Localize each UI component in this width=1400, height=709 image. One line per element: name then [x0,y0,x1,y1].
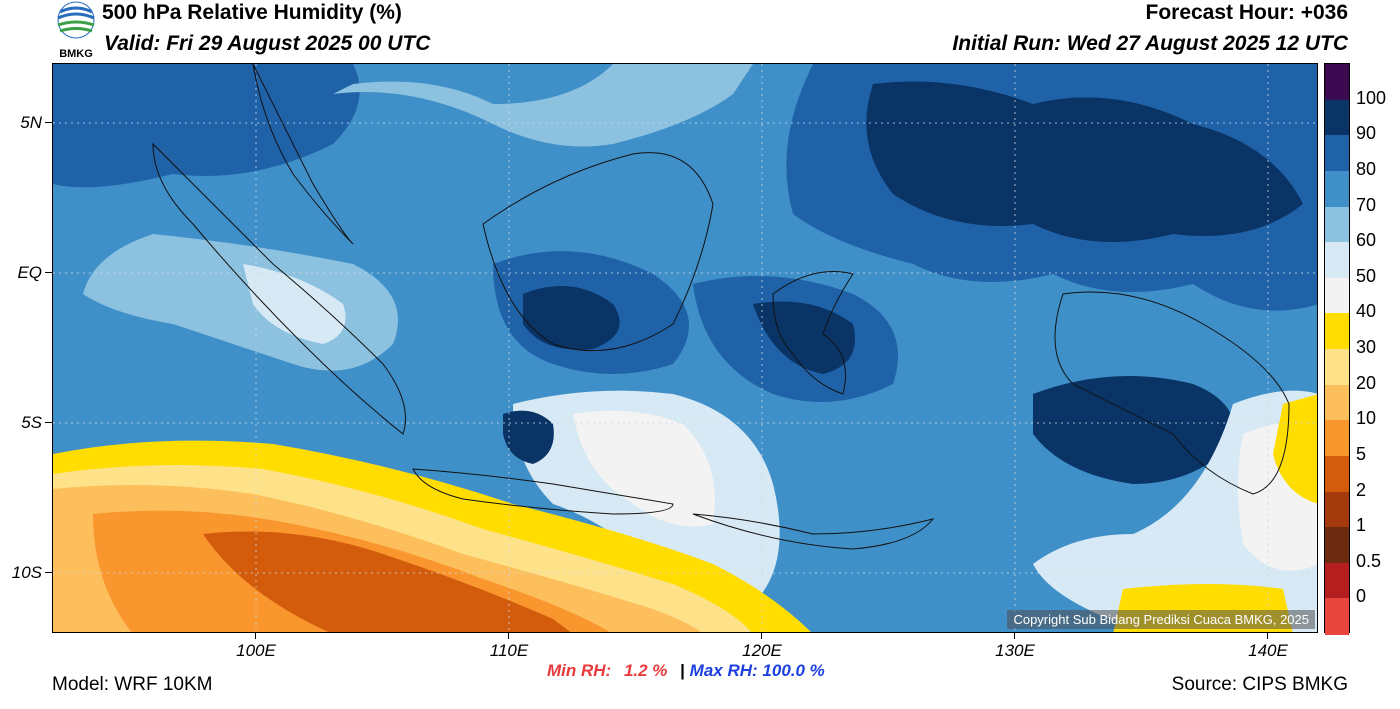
lon-label-140e: 140E [1248,641,1288,660]
colorbar [1324,63,1350,635]
max-rh-value: 100.0 % [762,661,825,680]
colorbar-label: 0.5 [1356,550,1382,571]
lat-tick [45,272,52,273]
colorbar-label: 70 [1356,194,1377,215]
min-max-rh: Min RH: 1.2 % | Max RH: 100.0 % [547,661,825,681]
lat-label-5s: 5S [21,413,42,432]
colorbar-label: 40 [1356,301,1377,322]
logo-text: BMKG [59,48,93,60]
model-name: Model: WRF 10KM [52,674,213,695]
lon-tick [255,633,256,639]
colorbar-segment [1325,349,1349,386]
initial-run: Initial Run: Wed 27 August 2025 12 UTC [952,32,1348,55]
colorbar-segment [1325,598,1349,635]
colorbar-segment [1325,277,1349,314]
colorbar-label: 20 [1356,372,1377,393]
malay-peninsula-coast [252,64,354,245]
lat-label-5n: 5N [20,113,42,132]
lat-tick [45,422,52,423]
java-coast [412,468,674,515]
bmkg-logo: BMKG [52,0,100,60]
min-rh-label: Min RH: [547,661,612,680]
data-source: Source: CIPS BMKG [1171,674,1348,695]
colorbar-label: 0 [1356,586,1367,607]
colorbar-label: 90 [1356,123,1377,144]
colorbar-segment [1325,206,1349,243]
min-rh-value: 1.2 % [623,661,668,680]
borneo-coast [482,152,714,352]
colorbar-label: 5 [1356,443,1367,464]
valid-time: Valid: Fri 29 August 2025 00 UTC [104,32,431,55]
lat-tick [45,572,52,573]
colorbar-label: 2 [1356,479,1367,500]
new-guinea-coast [1054,291,1290,495]
colorbar-label: 30 [1356,337,1377,357]
lon-label-120e: 120E [742,641,782,660]
colorbar-segment [1325,384,1349,421]
colorbar-segment [1325,99,1349,136]
colorbar-segment [1325,135,1349,172]
colorbar-segment [1325,420,1349,457]
min-max-separator: | [680,661,685,680]
lon-tick [761,633,762,639]
lon-tick [1014,633,1015,639]
lon-label-100e: 100E [236,641,276,660]
lon-tick [508,633,509,639]
map-title: 500 hPa Relative Humidity (%) [102,1,402,24]
colorbar-label: 60 [1356,230,1377,251]
lat-tick [45,122,52,123]
colorbar-segment [1325,562,1349,599]
lon-label-110e: 110E [489,641,529,660]
humidity-map: Copyright Sub Bidang Prediksi Cuaca BMKG… [52,63,1318,633]
colorbar-label: 50 [1356,265,1377,286]
colorbar-label: 10 [1356,408,1377,429]
lat-label-10s: 10S [11,563,42,582]
colorbar-label: 1 [1356,515,1367,536]
colorbar-segment [1325,170,1349,207]
max-rh-label: Max RH: [689,661,758,680]
lon-label-130e: 130E [995,641,1035,660]
forecast-hour: Forecast Hour: +036 [1145,1,1349,24]
colorbar-segment [1325,242,1349,279]
colorbar-segment [1325,64,1349,101]
lesser-sunda-coast [692,513,935,550]
lat-label-eq: EQ [17,263,42,282]
sumatra-coast [152,142,406,435]
colorbar-segment [1325,491,1349,528]
colorbar-segment [1325,527,1349,564]
colorbar-label: 100 [1356,87,1387,108]
lon-tick [1267,633,1268,639]
colorbar-segment [1325,455,1349,492]
sulawesi-coast [772,271,854,395]
colorbar-segment [1325,313,1349,350]
copyright-notice: Copyright Sub Bidang Prediksi Cuaca BMKG… [1007,610,1315,629]
colorbar-label: 80 [1356,158,1377,179]
